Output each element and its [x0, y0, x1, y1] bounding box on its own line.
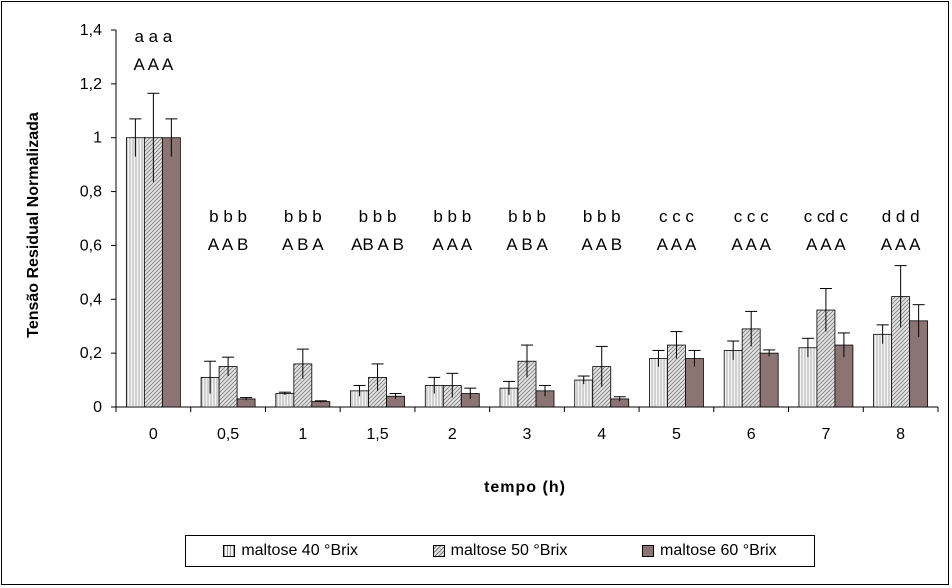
x-tick-label: 4 — [597, 426, 606, 443]
x-tick-label: 2 — [448, 426, 457, 443]
legend-item-50: maltose 50 °Brix — [432, 542, 568, 560]
x-tick-label: 6 — [747, 426, 756, 443]
axes: 0 0,2 0,4 0,6 0,8 1 1,2 1,4 0 0,5 1 1,5 2 3 4 5 6 7 8 — [80, 22, 939, 443]
lower-case-letters: d d d — [882, 207, 920, 226]
bar — [759, 352, 779, 408]
upper-case-letters: A A B — [581, 235, 622, 254]
x-tick-label: 7 — [821, 426, 830, 443]
upper-case-letters: A A A — [657, 235, 697, 254]
y-tick-label: 1,2 — [80, 76, 102, 93]
legend-swatch-60 — [641, 545, 654, 557]
lower-case-letters: b b b — [284, 207, 322, 226]
lower-case-letters: b b b — [508, 207, 546, 226]
x-tick-label: 8 — [896, 426, 905, 443]
bar — [125, 137, 145, 408]
y-tick-label: 1 — [93, 130, 102, 147]
x-tick-label: 1,5 — [366, 426, 388, 443]
lower-case-letters: c cd c — [804, 207, 849, 226]
upper-case-letters: A A B — [208, 235, 249, 254]
bar — [161, 137, 181, 408]
lower-case-letters: b b b — [583, 207, 621, 226]
lower-case-letters: a a a — [134, 27, 172, 46]
upper-case-letters: A A A — [806, 235, 846, 254]
upper-case-letters: A A A — [731, 235, 771, 254]
upper-case-letters: AB A B — [351, 235, 404, 254]
legend-item-60: maltose 60 °Brix — [641, 542, 777, 560]
y-tick-label: 0,8 — [80, 184, 102, 201]
x-tick-label: 0,5 — [217, 426, 239, 443]
error-bars — [129, 92, 925, 403]
bars — [125, 137, 929, 408]
lower-case-letters: c c c — [734, 207, 769, 226]
y-tick-label: 0,6 — [80, 237, 102, 254]
legend-item-40: maltose 40 °Brix — [223, 542, 358, 560]
bar — [873, 333, 893, 408]
y-tick-label: 0,4 — [80, 291, 102, 308]
upper-case-letters: A A A — [881, 235, 921, 254]
upper-case-letters: A B A — [282, 235, 324, 254]
legend-label-60: maltose 60 °Brix — [659, 542, 777, 559]
lower-case-letters: b b b — [209, 207, 247, 226]
x-axis-title: tempo (h) — [484, 479, 566, 496]
x-tick-label: 3 — [523, 426, 532, 443]
y-tick-label: 1,4 — [80, 22, 102, 39]
y-tick-label: 0,2 — [80, 345, 102, 362]
legend-label-50: maltose 50 °Brix — [450, 542, 568, 559]
x-tick-label: 0 — [149, 426, 158, 443]
lower-case-letters: c c c — [659, 207, 694, 226]
bar — [275, 393, 295, 408]
upper-case-letters: A A A — [432, 235, 472, 254]
legend-label-40: maltose 40 °Brix — [241, 542, 358, 559]
lower-case-letters: b b b — [359, 207, 397, 226]
x-tick-label: 5 — [672, 426, 681, 443]
x-tick-label: 1 — [298, 426, 307, 443]
legend-swatch-50 — [432, 545, 445, 557]
y-axis-title: Tensão Residual Normalizada — [25, 112, 42, 338]
legend-swatch-40 — [223, 545, 236, 557]
y-tick-label: 0 — [93, 399, 102, 416]
upper-case-letters: A A A — [134, 55, 174, 74]
legend: maltose 40 °Brix maltose 50 °Brix maltos… — [185, 535, 815, 567]
upper-case-letters: A B A — [506, 235, 548, 254]
lower-case-letters: b b b — [433, 207, 471, 226]
significance-letters: a a a A A A b b b A A B b b b A B A b b b AB A … — [134, 27, 922, 254]
